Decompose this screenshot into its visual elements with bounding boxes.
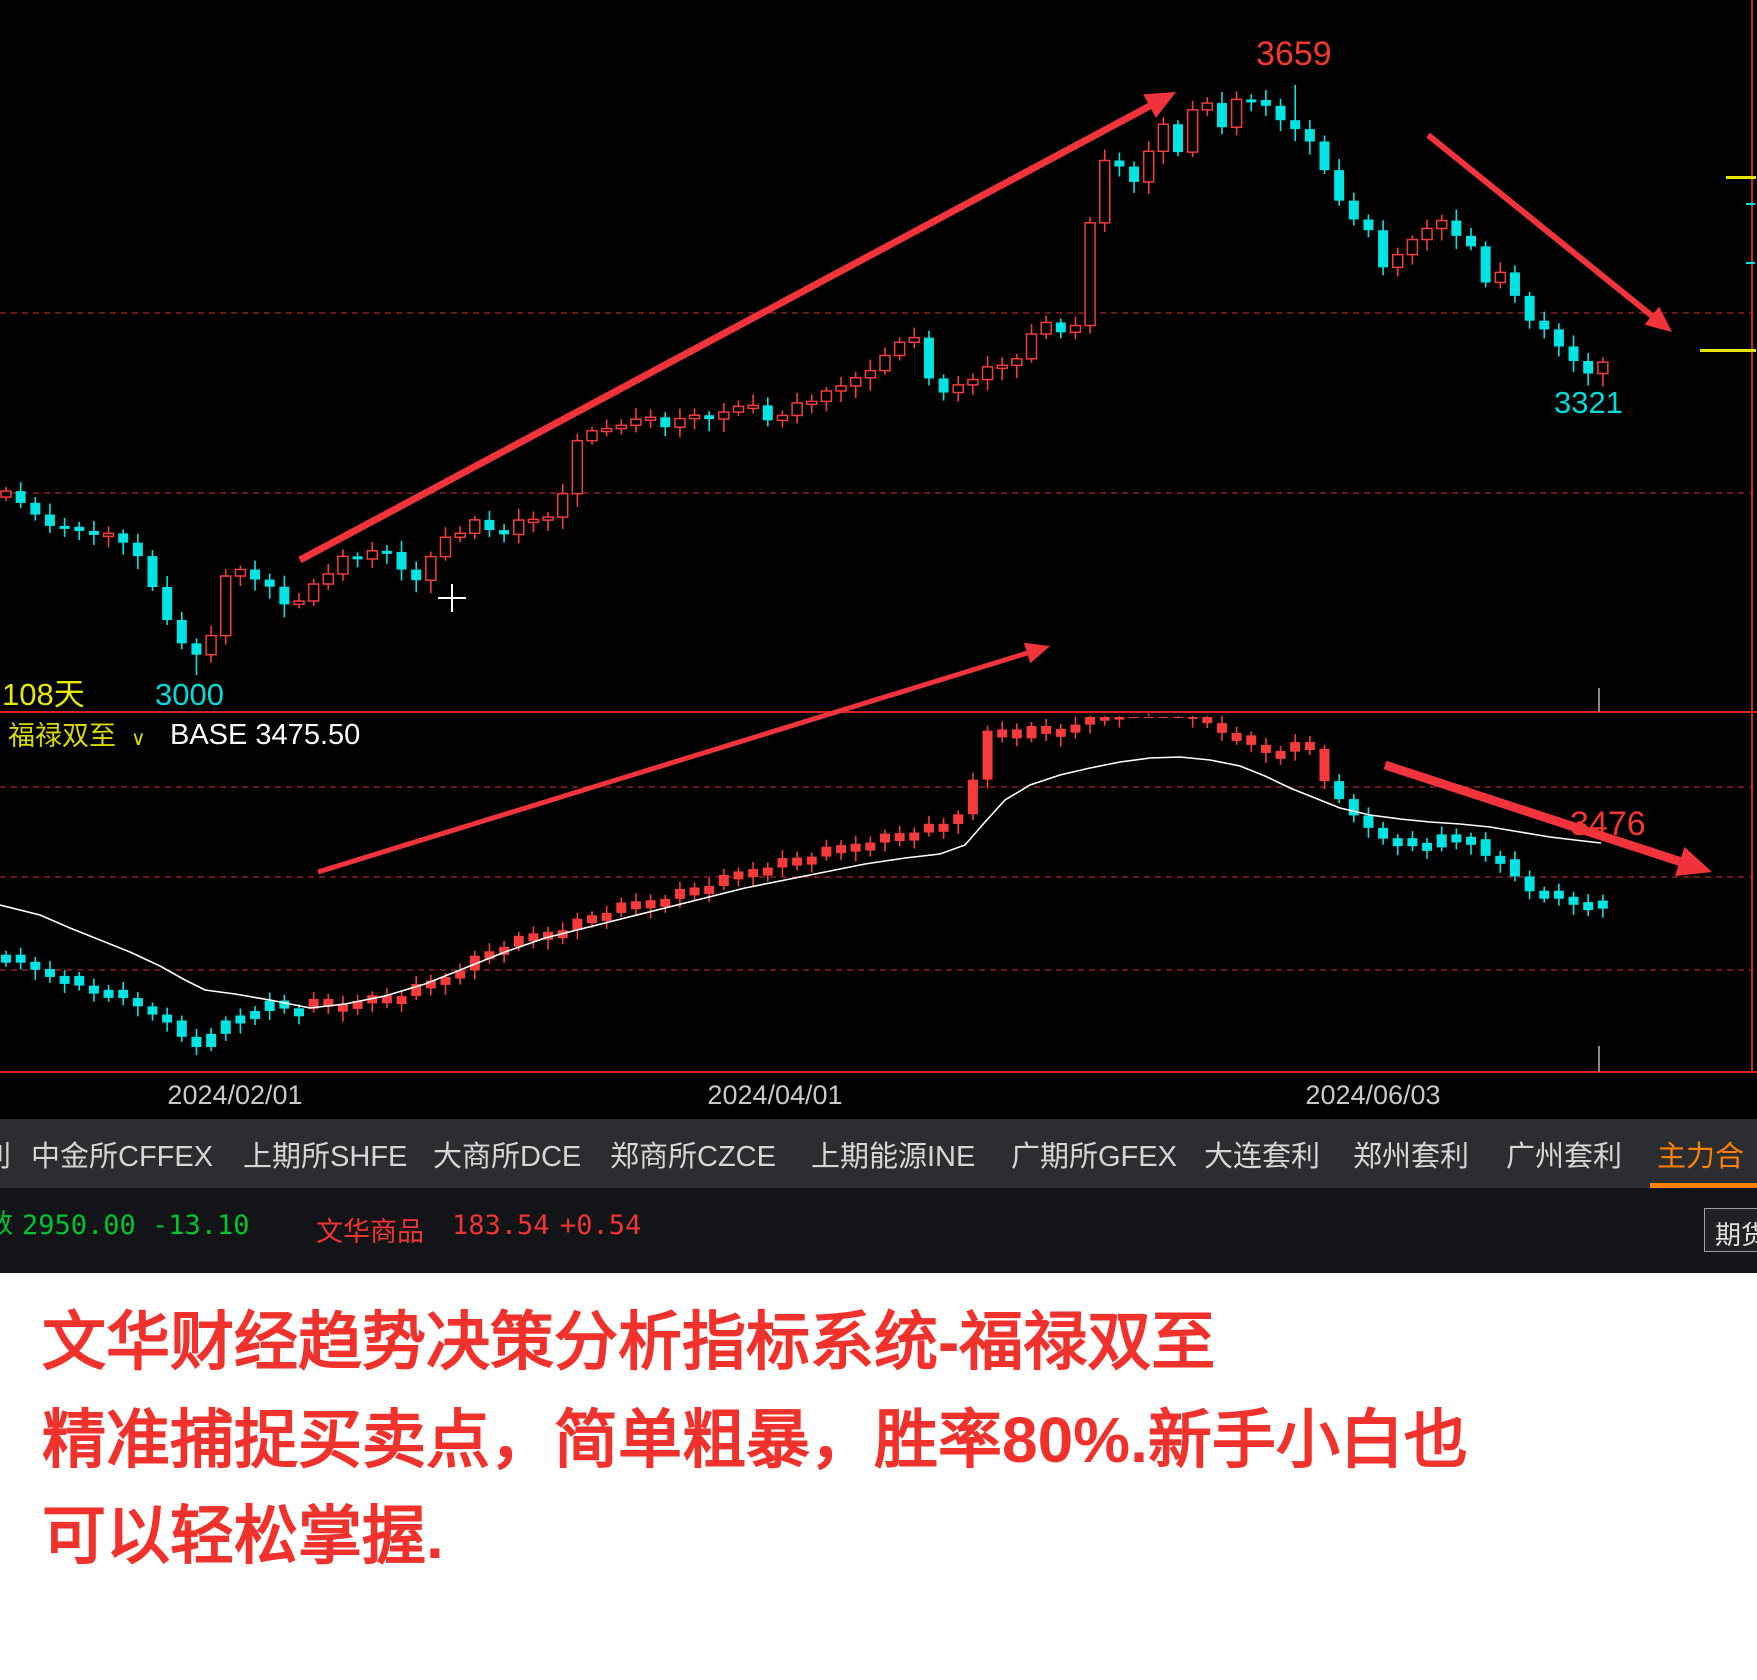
contract-change: -13.10 <box>152 1210 250 1241</box>
date-label: 2024/04/01 <box>707 1080 843 1110</box>
tab-利[interactable]: 利 <box>0 1133 11 1175</box>
promo-line-3: 可以轻松掌握. <box>42 1500 444 1572</box>
price-high-label: 3659 <box>1256 35 1332 73</box>
price-last-label: 3321 <box>1554 385 1623 420</box>
index-name: 文华商品 <box>316 1217 424 1247</box>
tab-上期所SHFE[interactable]: 上期所SHFE <box>243 1141 408 1173</box>
tab-上期能源INE[interactable]: 上期能源INE <box>811 1141 976 1173</box>
index-change: +0.54 <box>560 1210 642 1241</box>
contract-price: 2950.00 <box>22 1210 136 1241</box>
status-bar: 数 2950.00 -13.10 文华商品 183.54 +0.54 期货 <box>0 1188 1757 1273</box>
tab-广期所GFEX[interactable]: 广期所GFEX <box>1011 1141 1177 1173</box>
tab-郑商所CZCE[interactable]: 郑商所CZCE <box>610 1141 776 1173</box>
promo-footer: 文华财经趋势决策分析指标系统-福禄双至 精准捕捉买卖点，简单粗暴，胜率80%.新… <box>0 1273 1757 1680</box>
indicator-stop-value-label: 3476 <box>1570 805 1646 843</box>
price-low-label: 3000 <box>155 677 224 712</box>
promo-line-2: 精准捕捉买卖点，简单粗暴，胜率80%.新手小白也 <box>42 1404 1468 1476</box>
period-button[interactable]: 期货 <box>1704 1208 1757 1252</box>
indicator-selector[interactable]: 福禄双至 <box>8 721 116 751</box>
chart-canvas[interactable] <box>0 0 1757 1073</box>
chevron-down-icon[interactable]: ∨ <box>131 728 146 750</box>
tab-大连套利[interactable]: 大连套利 <box>1204 1141 1321 1173</box>
tab-郑州套利[interactable]: 郑州套利 <box>1353 1141 1470 1173</box>
selected-tab-underline <box>1650 1183 1757 1188</box>
date-label: 2024/02/01 <box>167 1080 303 1110</box>
tab-广州套利[interactable]: 广州套利 <box>1506 1141 1623 1173</box>
period-days-label: 108天 <box>2 677 85 712</box>
indicator-base-value: BASE 3475.50 <box>170 719 361 751</box>
promo-line-1: 文华财经趋势决策分析指标系统-福禄双至 <box>42 1306 1216 1378</box>
time-axis: 2024/02/01 2024/04/01 2024/06/03 <box>0 1073 1757 1119</box>
tab-大商所DCE[interactable]: 大商所DCE <box>433 1141 582 1173</box>
date-label: 2024/06/03 <box>1305 1080 1441 1110</box>
exchange-tab-bar: 利中金所CFFEX 上期所SHFE 大商所DCE 郑商所CZCE 上期能源INE 广期所G… <box>0 1119 1757 1215</box>
tab-中金所CFFEX[interactable]: 中金所CFFEX <box>31 1141 214 1173</box>
status-partial-char: 数 <box>0 1210 13 1240</box>
index-value: 183.54 <box>452 1210 550 1241</box>
